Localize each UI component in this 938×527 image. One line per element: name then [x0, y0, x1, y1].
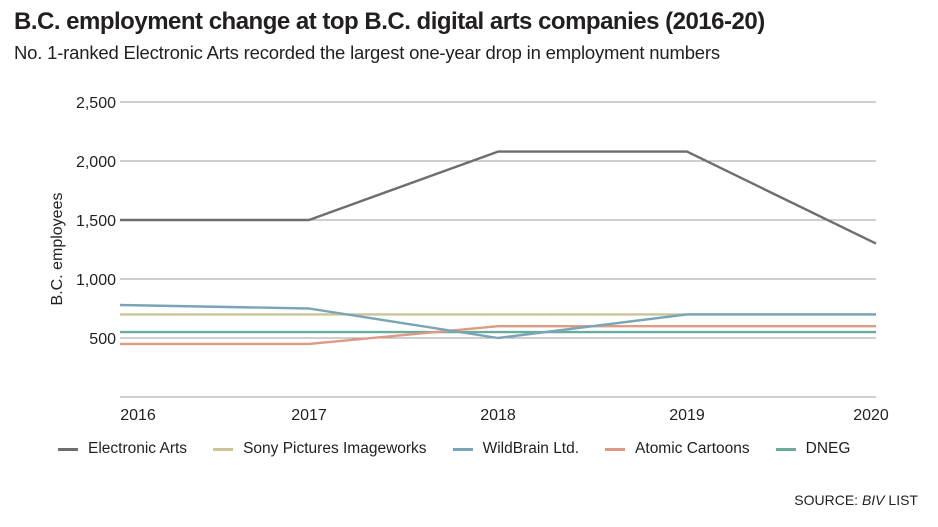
series-line-wildbrain-ltd [119, 303, 876, 340]
x-tick-label: 2017 [291, 407, 327, 424]
source-suffix: LIST [888, 492, 918, 508]
y-tick-label: 1,000 [76, 272, 116, 289]
x-axis-ticks: 2016 2017 2018 2019 2020 [120, 407, 889, 424]
source-name: BIV [861, 492, 885, 508]
legend-swatch [213, 447, 234, 451]
y-tick-label: 500 [89, 331, 116, 348]
legend-swatch [775, 447, 796, 451]
legend-label: WildBrain Ltd. [482, 440, 580, 457]
legend-label: Atomic Cartoons [635, 440, 750, 457]
legend-swatch [605, 447, 626, 451]
legend-item: Atomic Cartoons [605, 440, 750, 458]
grid-lines [120, 101, 876, 398]
legend: Electronic Arts Sony Pictures Imageworks W… [58, 440, 876, 460]
legend-swatch [452, 447, 473, 451]
series-lines [119, 150, 877, 346]
chart-subtitle: No. 1-ranked Electronic Arts recorded th… [14, 42, 720, 63]
legend-label: Electronic Arts [88, 440, 188, 457]
x-tick-label: 2020 [853, 407, 889, 424]
y-axis-ticks: 500 1,000 1,500 2,000 2,500 [76, 95, 116, 348]
y-axis-label: B.C. employees [49, 193, 66, 306]
y-tick-label: 2,000 [76, 154, 116, 171]
legend-swatch [58, 447, 78, 451]
x-tick-label: 2018 [480, 407, 516, 424]
series-line-electronic-arts [120, 150, 877, 245]
series-line-atomic-cartoons [120, 325, 876, 346]
chart-title: B.C. employment change at top B.C. digit… [14, 8, 765, 35]
source-note: SOURCE: BIV LIST [794, 492, 918, 508]
y-tick-label: 1,500 [76, 213, 116, 230]
source-prefix: SOURCE: [794, 492, 859, 508]
legend-label: DNEG [805, 440, 851, 457]
legend-item: Electronic Arts [58, 440, 187, 458]
legend-item: WildBrain Ltd. [452, 440, 580, 458]
legend-item: Sony Pictures Imageworks [213, 440, 427, 458]
y-tick-label: 2,500 [76, 95, 116, 112]
x-tick-label: 2019 [669, 407, 705, 424]
x-tick-label: 2016 [120, 407, 156, 424]
legend-item: DNEG [775, 440, 851, 458]
legend-label: Sony Pictures Imageworks [243, 440, 427, 457]
